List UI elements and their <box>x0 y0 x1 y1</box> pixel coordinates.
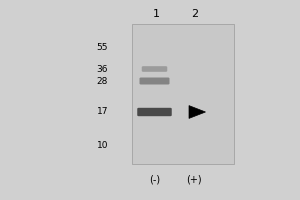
FancyBboxPatch shape <box>140 77 169 84</box>
Text: 2: 2 <box>191 9 199 19</box>
Text: 1: 1 <box>152 9 160 19</box>
Text: 28: 28 <box>97 76 108 86</box>
Text: 55: 55 <box>97 44 108 52</box>
Text: 17: 17 <box>97 108 108 116</box>
Polygon shape <box>189 106 206 118</box>
FancyBboxPatch shape <box>142 66 167 72</box>
Text: (-): (-) <box>149 175 160 185</box>
FancyBboxPatch shape <box>137 108 172 116</box>
Text: 10: 10 <box>97 142 108 150</box>
FancyBboxPatch shape <box>132 24 234 164</box>
Text: (+): (+) <box>186 175 201 185</box>
Text: 36: 36 <box>97 64 108 73</box>
